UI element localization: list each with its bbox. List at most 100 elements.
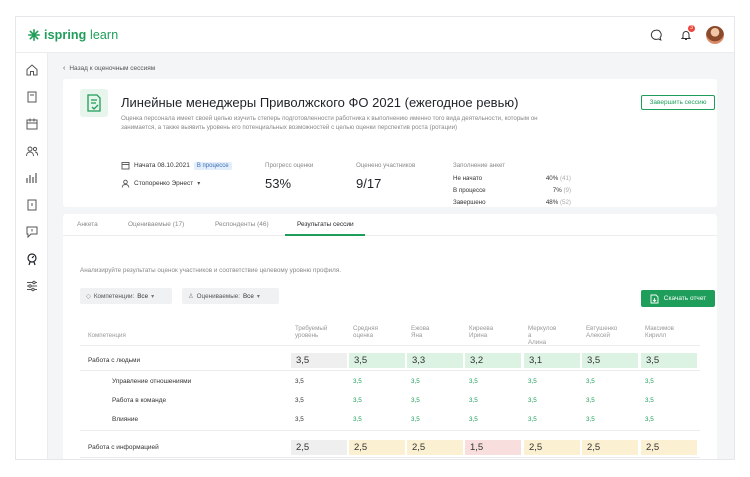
fill-label: Заполнение анкет [453,162,506,169]
chevron-down-icon: ▾ [197,181,201,187]
calendar-icon [121,162,130,170]
assessment-icon[interactable] [25,252,39,266]
message-icon[interactable] [25,225,39,239]
tab-assessees[interactable]: Оцениваемые (17) [128,221,185,228]
competency-group-label[interactable]: Работа с информацией [88,444,159,451]
column-header: Меркулов а Алина [528,325,556,346]
score-cell: 2,5 [349,440,405,455]
tag-icon: ◇ [86,292,91,300]
competency-label[interactable]: Работа в команде [112,397,167,404]
score-cell: 3,5 [291,353,347,368]
score-cell: 2,5 [407,440,463,455]
score-cell: 3,5 [645,416,654,423]
results-panel: Анкета Оцениваемые (17) Респонденты (46)… [63,214,717,459]
results-hint: Анализируйте результаты оценок участнико… [80,267,341,274]
fill-row-pct: 40% [545,175,559,182]
chat-icon[interactable] [646,25,666,45]
fill-row-pct: 48% [545,199,559,206]
logo-mark-icon [28,29,40,41]
fill-row-label: Завершено [453,199,486,206]
user-icon [121,179,130,188]
fill-row-count: (41) [559,175,571,182]
column-header-line: Алексей [586,332,610,339]
score-cell: 3,5 [349,353,405,368]
status-badge: В процессе [193,161,232,170]
column-header: Требуемый уровень [295,325,327,339]
session-start: Начата 08.10.2021 В процессе [121,161,232,170]
fill-row-count: (9) [563,187,571,194]
fill-row-pct: 7% [552,187,562,194]
score-cell: 3,2 [465,353,521,368]
assessed-label: Оценено участников [356,162,416,169]
fill-row-label: В процессе [453,187,486,194]
score-cell: 3,3 [407,353,463,368]
score-cell: 1,5 [465,440,521,455]
column-header-line: Яна [411,332,423,339]
column-header-line: Ирина [469,332,488,339]
tab-session-results[interactable]: Результаты сессии [297,221,354,228]
column-header-line: Киреева [469,325,494,332]
column-header: Евтушенко Алексей [586,325,617,339]
column-header-line: Алина [528,339,547,346]
score-cell: 3,5 [528,378,537,385]
back-link[interactable]: ‹ Назад к оценочным сессиям [63,65,155,72]
tab-bar: Анкета Оцениваемые (17) Респонденты (46)… [63,214,717,236]
home-icon[interactable] [25,63,39,77]
row-divider [80,457,700,458]
filter-assessees-value: Все [242,292,254,300]
competency-group-label[interactable]: Работа с людьми [88,357,141,364]
column-header-line: Ежова [411,325,430,332]
user-avatar[interactable] [706,26,724,44]
fill-row-not-started: Не начато 40% (41) [453,175,571,182]
settings-sliders-icon[interactable] [25,279,39,293]
column-header-line: а [528,332,532,339]
score-cell: 3,5 [411,416,420,423]
score-cell: 3,5 [295,416,304,423]
session-owner[interactable]: Стопоренко Эрнест ▾ [121,179,200,188]
score-cell: 2,5 [291,440,347,455]
column-header: Киреева Ирина [469,325,493,339]
score-cell: 3,5 [528,416,537,423]
bell-icon[interactable]: 3 [676,25,696,45]
filter-competencies-label: Компетенции: [93,292,135,300]
fill-row-count: (52) [559,199,571,206]
start-date: Начата 08.10.2021 [134,162,190,169]
top-icons: 3 [646,25,724,45]
row-divider [80,430,700,431]
column-header: Ежова Яна [411,325,429,339]
competency-label[interactable]: Влияние [112,416,139,423]
progress-value: 53% [265,176,292,191]
download-report-button[interactable]: Скачать отчет [641,290,715,307]
calendar-icon[interactable] [25,117,39,131]
score-cell: 3,5 [469,378,478,385]
tab-questionnaire[interactable]: Анкета [77,221,98,228]
filter-competencies[interactable]: ◇ Компетенции: Все ▾ [80,288,172,304]
column-header-line: Меркулов [528,325,557,332]
session-document-icon [80,89,108,117]
notification-badge: 3 [688,25,695,32]
column-header-line: оценка [353,332,374,339]
score-cell: 3,5 [645,378,654,385]
users-icon[interactable] [25,144,39,158]
reports-icon[interactable] [25,171,39,185]
score-cell: 3,5 [469,397,478,404]
chevron-left-icon: ‹ [63,65,66,72]
filter-assessees[interactable]: ♙ Оцениваемые: Все ▾ [182,288,279,304]
finish-session-button[interactable]: Завершить сессию [641,95,715,110]
session-title: Линейные менеджеры Приволжского ФО 2021 … [121,95,519,110]
score-cell: 3,5 [353,397,362,404]
score-cell: 3,5 [586,378,595,385]
column-header-line: уровень [295,332,319,339]
tab-respondents[interactable]: Респонденты (46) [215,221,269,228]
ispring-logo[interactable]: ispring learn [28,28,118,42]
top-bar: ispring learn 3 [16,17,734,53]
column-header: Средняя оценка [353,325,378,339]
progress-label: Прогресс оценки [265,162,314,169]
score-cell: 3,5 [582,353,638,368]
task-icon[interactable] [25,198,39,212]
book-icon[interactable] [25,90,39,104]
score-cell: 3,5 [353,416,362,423]
column-header-line: Средняя [353,325,378,332]
owner-name: Стопоренко Эрнест [134,180,194,187]
competency-label[interactable]: Управление отношениями [112,378,192,385]
